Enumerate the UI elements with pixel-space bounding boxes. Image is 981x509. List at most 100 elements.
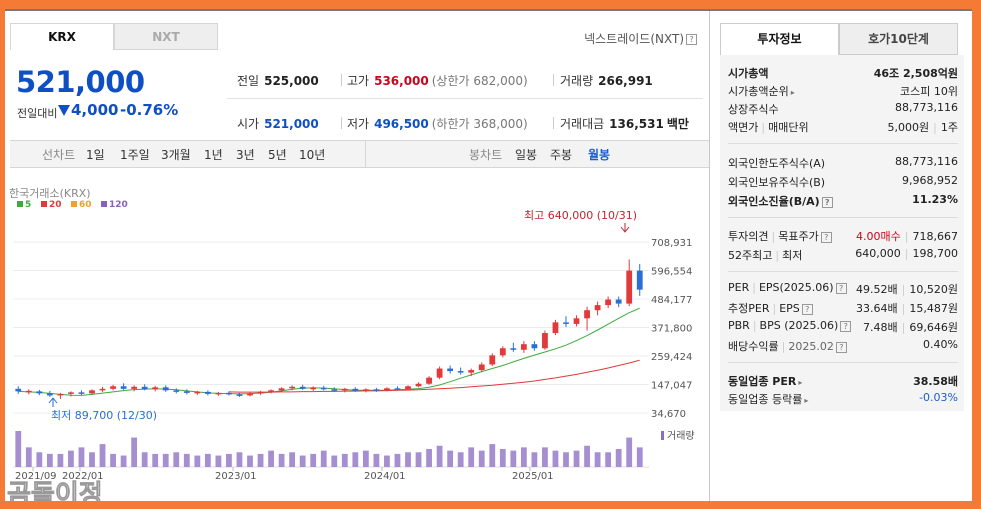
price-chart[interactable]: 한국거래소(KRX) 5 20 60 120 708,931 596,554 484,17… xyxy=(5,169,709,501)
rank-label-text: 시가총액순위 xyxy=(728,85,789,98)
volume-bar xyxy=(120,455,127,467)
line-chart-label[interactable]: 선차트 xyxy=(42,148,76,162)
period-1w[interactable]: 1주일 xyxy=(120,148,150,162)
separator xyxy=(365,141,366,167)
volume-bar xyxy=(78,447,85,467)
candle-body xyxy=(520,344,527,350)
period-3y[interactable]: 3년 xyxy=(236,148,255,162)
eps-text: 10,520원 xyxy=(909,283,958,296)
section-divider xyxy=(728,217,958,218)
pbr-label: PBR | BPS (2025.06)? xyxy=(728,319,852,332)
pipe-separator: | xyxy=(904,247,909,260)
foreign-ratio-label-text: 외국인소진율(B/A) xyxy=(728,195,820,208)
current-price: 521,000 xyxy=(16,65,145,99)
row-rank: 시가총액순위 ▸ 코스피 10위 xyxy=(728,83,958,99)
help-icon[interactable]: ? xyxy=(835,282,847,294)
volume-bar xyxy=(331,455,338,467)
x-tick-label: 2024/01 xyxy=(364,471,406,482)
y-axis-ticks: 708,931 596,554 484,177 371,800 259,424 147,0… xyxy=(651,238,692,420)
help-icon[interactable]: ? xyxy=(840,320,852,332)
row-per: PER | EPS(2025.06)? 49.52배 | 10,520원 xyxy=(728,281,958,297)
sector-chg-value: -0.03% xyxy=(919,391,958,404)
volume-bar xyxy=(447,450,454,467)
volume-bar xyxy=(341,453,348,467)
period-5y[interactable]: 5년 xyxy=(268,148,287,162)
volume-bar xyxy=(110,453,116,467)
help-icon[interactable]: ? xyxy=(821,196,833,208)
stock-quote-panel: KRX NXT 넥스트레이드(NXT)? 521,000 전일대비 4,000 … xyxy=(5,9,972,501)
volume-bar xyxy=(605,452,612,467)
chevron-right-icon[interactable]: ▸ xyxy=(790,88,795,97)
change-value: 4,000 xyxy=(71,101,119,119)
candle-body xyxy=(499,348,506,356)
chevron-right-icon[interactable]: ▸ xyxy=(804,396,809,405)
candle-daily[interactable]: 일봉 xyxy=(515,148,538,162)
watermark: 곰돌이정 xyxy=(7,480,103,501)
period-10y[interactable]: 10년 xyxy=(299,148,326,162)
opinion-text: 4.00매수 xyxy=(856,230,901,243)
candle-body xyxy=(573,318,580,324)
volume-bar xyxy=(552,450,559,467)
nxt-info[interactable]: 넥스트레이드(NXT)? xyxy=(584,30,697,47)
w52-label: 52주최고 | 최저 xyxy=(728,247,802,263)
upper-limit: (상한가 682,000) xyxy=(431,74,528,88)
pipe-separator: | xyxy=(901,321,906,334)
y-tick-label: 596,554 xyxy=(651,267,692,278)
volume-label: 거래량 xyxy=(667,430,695,442)
div-label-text: 배당수익률 xyxy=(728,340,779,353)
change-percent: -0.76% xyxy=(120,101,179,119)
period-1y[interactable]: 1년 xyxy=(204,148,223,162)
tab-orderbook-10[interactable]: 호가10단계 xyxy=(839,23,958,55)
candle-body xyxy=(36,391,43,394)
candle-body xyxy=(584,310,590,319)
candle-body xyxy=(226,392,232,395)
tab-krx[interactable]: KRX xyxy=(10,23,114,50)
volume-bar xyxy=(299,455,306,467)
div-label: 배당수익률 | 2025.02? xyxy=(728,338,847,354)
tab-nxt[interactable]: NXT xyxy=(114,23,218,50)
candle-body xyxy=(289,386,296,389)
volume-bar xyxy=(457,452,464,467)
help-icon[interactable]: ? xyxy=(801,303,813,315)
tab-investment-info[interactable]: 투자정보 xyxy=(720,23,839,55)
ma-line-5 xyxy=(18,307,640,396)
ma-line-20 xyxy=(228,359,640,393)
row-shares: 상장주식수 88,773,116 xyxy=(728,101,958,117)
volume-bar xyxy=(384,455,390,467)
candle-monthly[interactable]: 월봉 xyxy=(588,148,611,162)
candle-body xyxy=(489,355,496,365)
help-icon[interactable]: ? xyxy=(835,341,847,353)
volume-value: 266,991 xyxy=(598,74,653,88)
volume-bar xyxy=(36,452,43,467)
target-text: 718,667 xyxy=(912,230,959,243)
panel-divider xyxy=(709,11,710,501)
chevron-right-icon[interactable]: ▸ xyxy=(798,378,803,387)
candle-body xyxy=(384,388,390,391)
candle-body xyxy=(25,390,32,393)
candle-weekly[interactable]: 주봉 xyxy=(550,148,573,162)
candle-body xyxy=(152,387,159,390)
period-1d[interactable]: 1일 xyxy=(86,148,105,162)
volume-bar xyxy=(394,453,401,467)
par-label-text: 액면가 xyxy=(728,121,759,134)
shares-value: 88,773,116 xyxy=(895,101,958,114)
help-icon[interactable]: ? xyxy=(686,34,697,45)
market-cap-value: 46조 2,508억원 xyxy=(873,67,958,80)
par-value: 5,000원 | 1주 xyxy=(888,119,958,135)
sector-chg-label: 동일업종 등락률 ▸ xyxy=(728,391,808,407)
period-3m[interactable]: 3개월 xyxy=(161,148,191,162)
w52-value: 640,000 | 198,700 xyxy=(855,247,958,260)
candle-body xyxy=(268,390,274,392)
candle-body xyxy=(183,391,190,393)
candle-chart-label[interactable]: 봉차트 xyxy=(469,148,503,162)
volume-bar xyxy=(46,453,53,467)
stat-high: 고가 536,000 (상한가 682,000) xyxy=(347,72,528,89)
row-foreign-limit: 외국인한도주식수(A) 88,773,116 xyxy=(728,155,958,171)
separator xyxy=(553,74,554,86)
volume-bars xyxy=(13,431,649,468)
candle-body xyxy=(626,270,633,304)
candle-body xyxy=(120,386,127,389)
volume-bar xyxy=(415,452,422,467)
help-icon[interactable]: ? xyxy=(820,231,832,243)
volume-bar xyxy=(68,450,74,467)
